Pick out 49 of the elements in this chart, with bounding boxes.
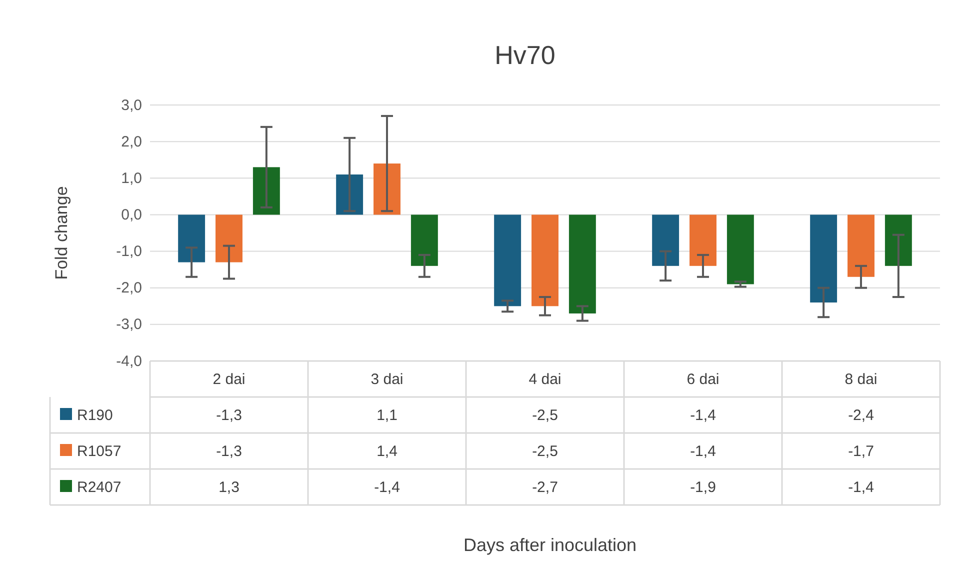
bar xyxy=(336,174,364,215)
bar xyxy=(690,214,716,266)
x-tick-label: 8 dai xyxy=(844,371,878,388)
y-tick-label: 1,0 xyxy=(121,170,142,187)
data-label: -1,4 xyxy=(690,407,716,424)
y-tick-label: 0,0 xyxy=(121,206,142,224)
bar xyxy=(494,214,522,306)
y-axis-title: Fold change xyxy=(52,186,71,280)
y-tick-label: -3,0 xyxy=(116,316,142,334)
data-label: 1,3 xyxy=(218,479,240,496)
bar xyxy=(178,214,206,262)
x-tick-label: 4 dai xyxy=(528,371,562,388)
bar xyxy=(726,214,754,284)
data-label: -2,5 xyxy=(532,407,558,424)
bar xyxy=(252,167,280,215)
y-tick-label: -1,0 xyxy=(116,243,142,260)
x-tick-label: 6 dai xyxy=(686,371,720,388)
y-tick-label: -4,0 xyxy=(116,352,142,370)
x-tick-label: 3 dai xyxy=(370,371,404,388)
bar xyxy=(410,214,438,266)
data-label: -1,3 xyxy=(216,407,242,424)
bar xyxy=(374,164,400,215)
data-label: -1,4 xyxy=(374,479,400,496)
x-tick-label: 2 dai xyxy=(212,371,246,388)
text: Days after inoculation xyxy=(463,535,637,555)
bar xyxy=(810,214,838,302)
data-label: -2,4 xyxy=(848,407,874,424)
legend-label: R2407 xyxy=(77,479,122,496)
y-tick-label: 2,0 xyxy=(121,133,142,150)
bar xyxy=(848,214,874,277)
bar xyxy=(652,214,680,266)
y-tick-label: 3,0 xyxy=(121,96,142,114)
bar xyxy=(884,214,912,266)
data-label: -2,5 xyxy=(532,443,558,460)
legend-label: R190 xyxy=(77,407,113,424)
y-tick-label: -2,0 xyxy=(116,280,142,297)
bar xyxy=(532,214,558,306)
data-label: -1,3 xyxy=(216,443,242,460)
bar xyxy=(568,214,596,314)
bar xyxy=(216,214,242,262)
data-label: 1,4 xyxy=(376,443,398,460)
data-label: -2,7 xyxy=(532,479,558,496)
legend-label: R1057 xyxy=(77,443,122,460)
data-label: -1,7 xyxy=(848,443,874,460)
data-label: -1,4 xyxy=(690,443,716,460)
chart-title: Hv70 xyxy=(494,40,556,70)
data-label: -1,4 xyxy=(848,479,874,496)
data-label: -1,9 xyxy=(690,479,716,496)
data-label: 1,1 xyxy=(376,407,398,424)
